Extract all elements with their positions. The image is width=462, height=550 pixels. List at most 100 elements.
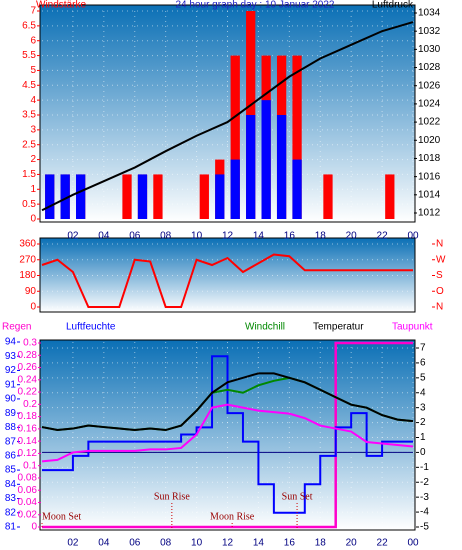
y2ticks-label: 1016 <box>418 171 441 182</box>
legend-entry: Temperatur <box>313 322 364 333</box>
annotation: Sun Set <box>282 491 313 502</box>
y2ticks-label: 1014 <box>418 189 441 200</box>
y2ticks-label: -5 <box>420 522 429 533</box>
yticks-label: 4 <box>30 95 36 106</box>
x-tick-label: 16 <box>284 538 296 549</box>
y2ticks-label: 2 <box>420 417 426 428</box>
y2ticks-label: 1012 <box>418 208 441 219</box>
bar <box>230 55 240 220</box>
y3ticks-label: 0.3 <box>23 338 37 349</box>
x-tick-label: 02 <box>67 538 79 549</box>
bar <box>199 174 209 219</box>
yticks-label: 0 <box>30 214 36 225</box>
y2ticks-label: W <box>436 254 446 265</box>
yticks-label: 6 <box>30 35 36 46</box>
bar <box>137 174 148 219</box>
y2ticks-label: 1034 <box>418 8 441 19</box>
yticks-label: 81 <box>5 522 17 533</box>
legend-entry: Luftfeuchte <box>66 322 116 333</box>
bar <box>323 174 333 219</box>
x-tick-label: 22 <box>377 231 389 242</box>
y2ticks-label: 1020 <box>418 135 441 146</box>
y2ticks-label: 1026 <box>418 80 441 91</box>
yticks-label: 83 <box>5 493 17 504</box>
x-tick-label: 16 <box>284 231 296 242</box>
yticks-label: 180 <box>19 270 36 281</box>
bar <box>122 174 132 219</box>
bar <box>292 55 302 220</box>
y2ticks-label: 6 <box>420 358 426 369</box>
y2ticks-label: 1024 <box>418 99 441 110</box>
x-tick-label: 14 <box>253 538 265 549</box>
y3ticks-label: 0 <box>31 522 37 533</box>
yticks-label: 3.5 <box>22 110 36 121</box>
yticks-label: 92 <box>5 365 17 376</box>
yticks-label: 1.5 <box>22 169 36 180</box>
yticks-label: 90 <box>5 394 17 405</box>
y2ticks-label: -1 <box>420 462 429 473</box>
y2ticks-label: 1022 <box>418 117 441 128</box>
yticks-label: 90 <box>25 286 37 297</box>
y2ticks-label: -3 <box>420 492 429 503</box>
y2ticks-label: 1030 <box>418 44 441 55</box>
y2ticks-label: N <box>436 302 443 313</box>
y-label: Windstärke <box>36 0 86 11</box>
x-tick-label: 06 <box>129 538 141 549</box>
y3ticks-label: 0.22 <box>18 387 38 398</box>
y2ticks-label: 1028 <box>418 62 441 73</box>
legend-entry: Windchill <box>245 322 285 333</box>
y3ticks-label: 0.06 <box>18 485 38 496</box>
yticks-label: 7 <box>30 6 36 17</box>
y2ticks-label: 0 <box>420 447 426 458</box>
series-line <box>41 21 414 212</box>
series-line <box>41 253 413 308</box>
y3ticks-label: 0.16 <box>18 424 38 435</box>
x-tick-label: 06 <box>129 231 141 242</box>
bar <box>153 174 163 219</box>
annotation: Moon Rise <box>210 511 255 522</box>
bar <box>276 115 287 219</box>
x-tick-label: 22 <box>377 538 389 549</box>
y3ticks-label: 0.02 <box>18 509 38 520</box>
yticks-label: 86 <box>5 450 17 461</box>
yticks-label: 1 <box>30 184 36 195</box>
series-line <box>41 403 414 463</box>
x-tick-label: 04 <box>98 231 110 242</box>
yticks-label: 85 <box>5 465 17 476</box>
legend-entry: Taupunkt <box>392 322 433 333</box>
x-tick-label: 18 <box>315 538 327 549</box>
bar <box>261 100 271 219</box>
y2ticks-label: 7 <box>420 343 426 354</box>
bar <box>45 174 55 219</box>
bar <box>215 174 225 219</box>
chart-title: 24 hour graph day : 10 Januar 2022 <box>175 0 334 11</box>
series-line <box>41 372 414 432</box>
yticks-label: 6.5 <box>22 20 36 31</box>
yticks-label: 270 <box>19 254 36 265</box>
yticks-label: 91 <box>5 379 17 390</box>
y2ticks-label: 1032 <box>418 26 441 37</box>
yticks-label: 2.5 <box>22 139 36 150</box>
bar <box>292 159 302 219</box>
x-tick-label: 02 <box>67 231 79 242</box>
yticks-label: 0.5 <box>22 199 36 210</box>
bar <box>230 159 240 219</box>
y2ticks-label: 1018 <box>418 153 441 164</box>
yticks-label: 94 <box>5 337 17 348</box>
y2ticks-label: O <box>436 286 444 297</box>
x-tick-label: 10 <box>191 538 203 549</box>
annotation: Moon Set <box>42 511 81 522</box>
yticks-label: 84 <box>5 479 17 490</box>
bar <box>60 174 70 219</box>
x-tick-label: 00 <box>407 231 419 242</box>
yticks-label: 88 <box>5 422 17 433</box>
y3ticks-label: 0.12 <box>18 448 38 459</box>
legend-entry: Regen <box>2 322 31 333</box>
y3ticks-label: 0.08 <box>18 473 38 484</box>
y2ticks-label: S <box>436 270 443 281</box>
x-tick-label: 18 <box>315 231 327 242</box>
x-tick-label: 12 <box>222 538 234 549</box>
x-tick-label: 10 <box>191 231 203 242</box>
x-tick-label: 00 <box>407 538 419 549</box>
